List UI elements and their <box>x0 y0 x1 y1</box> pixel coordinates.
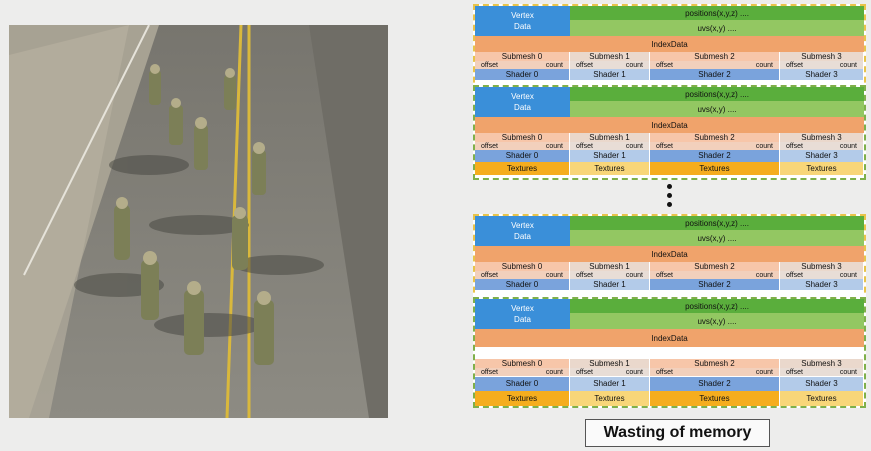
submesh-2-offset-count: offset count <box>650 142 780 150</box>
submesh-3-label: Submesh 3 <box>780 133 864 142</box>
positions-row: positions(x,y,z) .... <box>570 87 864 101</box>
shader-0-cell: Shader 0 <box>475 279 570 290</box>
vertex-label: Vertex <box>511 303 534 313</box>
shader-0-cell: Shader 0 <box>475 150 570 162</box>
submesh-0-offset-count: offset count <box>475 61 570 69</box>
submesh-row: Submesh 0 Submesh 1 Submesh 2 Submesh 3 … <box>475 359 864 377</box>
vertex-data-cell: Vertex Data <box>475 6 570 36</box>
shader-1-cell: Shader 1 <box>570 69 650 80</box>
submesh-2-label: Submesh 2 <box>650 359 780 368</box>
soldiers-photo <box>9 25 388 418</box>
submesh-0-offset-count: offset count <box>475 368 570 376</box>
submesh-row: Submesh 0 Submesh 1 Submesh 2 Submesh 3 … <box>475 133 864 150</box>
textures-2-cell: Textures <box>650 162 780 175</box>
textures-row: Textures Textures Textures Textures <box>475 162 864 175</box>
shader-0-cell: Shader 0 <box>475 69 570 80</box>
shader-row: Shader 0 Shader 1 Shader 2 Shader 3 <box>475 69 864 80</box>
submesh-3-label: Submesh 3 <box>780 262 864 271</box>
submesh-2-label: Submesh 2 <box>650 133 780 142</box>
submesh-row: Submesh 0 Submesh 1 Submesh 2 Submesh 3 … <box>475 262 864 279</box>
mesh-block-1: Vertex Data positions(x,y,z) .... uvs(x,… <box>473 4 866 93</box>
vertex-label: Vertex <box>511 220 534 230</box>
mesh-block-2: Vertex Data positions(x,y,z) .... uvs(x,… <box>473 85 866 180</box>
index-data-row: IndexData <box>475 246 864 262</box>
index-data-row: IndexData <box>475 329 864 347</box>
data-label: Data <box>514 103 531 112</box>
shader-3-cell: Shader 3 <box>780 69 864 80</box>
submesh-row: Submesh 0 Submesh 1 Submesh 2 Submesh 3 … <box>475 52 864 69</box>
vertex-data-cell: Vertex Data <box>475 87 570 117</box>
positions-row: positions(x,y,z) .... <box>570 299 864 313</box>
submesh-3-label: Submesh 3 <box>780 52 864 61</box>
submesh-3-label: Submesh 3 <box>780 359 864 368</box>
submesh-1-label: Submesh 1 <box>570 52 650 61</box>
textures-row: Textures Textures Textures Textures <box>475 391 864 406</box>
shader-3-cell: Shader 3 <box>780 279 864 290</box>
submesh-2-label: Submesh 2 <box>650 52 780 61</box>
shader-2-cell: Shader 2 <box>650 279 780 290</box>
submesh-2-label: Submesh 2 <box>650 262 780 271</box>
textures-1-cell: Textures <box>570 162 650 175</box>
vertical-ellipsis <box>664 184 674 214</box>
submesh-0-offset-count: offset count <box>475 271 570 279</box>
submesh-2-offset-count: offset count <box>650 368 780 376</box>
vertex-label: Vertex <box>511 10 534 20</box>
uvs-row: uvs(x,y) .... <box>570 230 864 246</box>
vertex-data-cell: Vertex Data <box>475 216 570 246</box>
positions-row: positions(x,y,z) .... <box>570 216 864 230</box>
submesh-3-offset-count: offset count <box>780 61 864 69</box>
shader-3-cell: Shader 3 <box>780 377 864 391</box>
submesh-1-label: Submesh 1 <box>570 262 650 271</box>
uvs-row: uvs(x,y) .... <box>570 313 864 329</box>
shader-1-cell: Shader 1 <box>570 150 650 162</box>
textures-1-cell: Textures <box>570 391 650 406</box>
submesh-3-offset-count: offset count <box>780 271 864 279</box>
index-data-row: IndexData <box>475 117 864 133</box>
shader-row: Shader 0 Shader 1 Shader 2 Shader 3 <box>475 377 864 391</box>
submesh-2-offset-count: offset count <box>650 271 780 279</box>
vertex-data-cell: Vertex Data <box>475 299 570 329</box>
soldiers-illustration <box>9 25 388 418</box>
submesh-0-label: Submesh 0 <box>475 262 570 271</box>
textures-0-cell: Textures <box>475 391 570 406</box>
shader-0-cell: Shader 0 <box>475 377 570 391</box>
submesh-1-offset-count: offset count <box>570 271 650 279</box>
textures-3-cell: Textures <box>780 391 864 406</box>
submesh-0-label: Submesh 0 <box>475 133 570 142</box>
submesh-1-offset-count: offset count <box>570 142 650 150</box>
textures-3-cell: Textures <box>780 162 864 175</box>
shader-row: Shader 0 Shader 1 Shader 2 Shader 3 <box>475 150 864 162</box>
shader-3-cell: Shader 3 <box>780 150 864 162</box>
data-label: Data <box>514 22 531 31</box>
mesh-block-4: Vertex Data positions(x,y,z) .... uvs(x,… <box>473 297 866 408</box>
caption-box: Wasting of memory <box>585 419 770 447</box>
submesh-1-offset-count: offset count <box>570 368 650 376</box>
submesh-1-label: Submesh 1 <box>570 133 650 142</box>
textures-0-cell: Textures <box>475 162 570 175</box>
uvs-row: uvs(x,y) .... <box>570 101 864 117</box>
shader-2-cell: Shader 2 <box>650 69 780 80</box>
submesh-1-offset-count: offset count <box>570 61 650 69</box>
submesh-1-label: Submesh 1 <box>570 359 650 368</box>
shader-1-cell: Shader 1 <box>570 279 650 290</box>
textures-2-cell: Textures <box>650 391 780 406</box>
submesh-0-offset-count: offset count <box>475 142 570 150</box>
index-data-row: IndexData <box>475 36 864 52</box>
vertex-label: Vertex <box>511 91 534 101</box>
uvs-row: uvs(x,y) .... <box>570 20 864 36</box>
mesh-block-3: Vertex Data positions(x,y,z) .... uvs(x,… <box>473 214 866 303</box>
submesh-3-offset-count: offset count <box>780 368 864 376</box>
positions-row: positions(x,y,z) .... <box>570 6 864 20</box>
submesh-0-label: Submesh 0 <box>475 52 570 61</box>
submesh-3-offset-count: offset count <box>780 142 864 150</box>
shader-2-cell: Shader 2 <box>650 377 780 391</box>
data-label: Data <box>514 232 531 241</box>
submesh-0-label: Submesh 0 <box>475 359 570 368</box>
shader-row: Shader 0 Shader 1 Shader 2 Shader 3 <box>475 279 864 290</box>
data-label: Data <box>514 315 531 324</box>
shader-1-cell: Shader 1 <box>570 377 650 391</box>
shader-2-cell: Shader 2 <box>650 150 780 162</box>
submesh-2-offset-count: offset count <box>650 61 780 69</box>
